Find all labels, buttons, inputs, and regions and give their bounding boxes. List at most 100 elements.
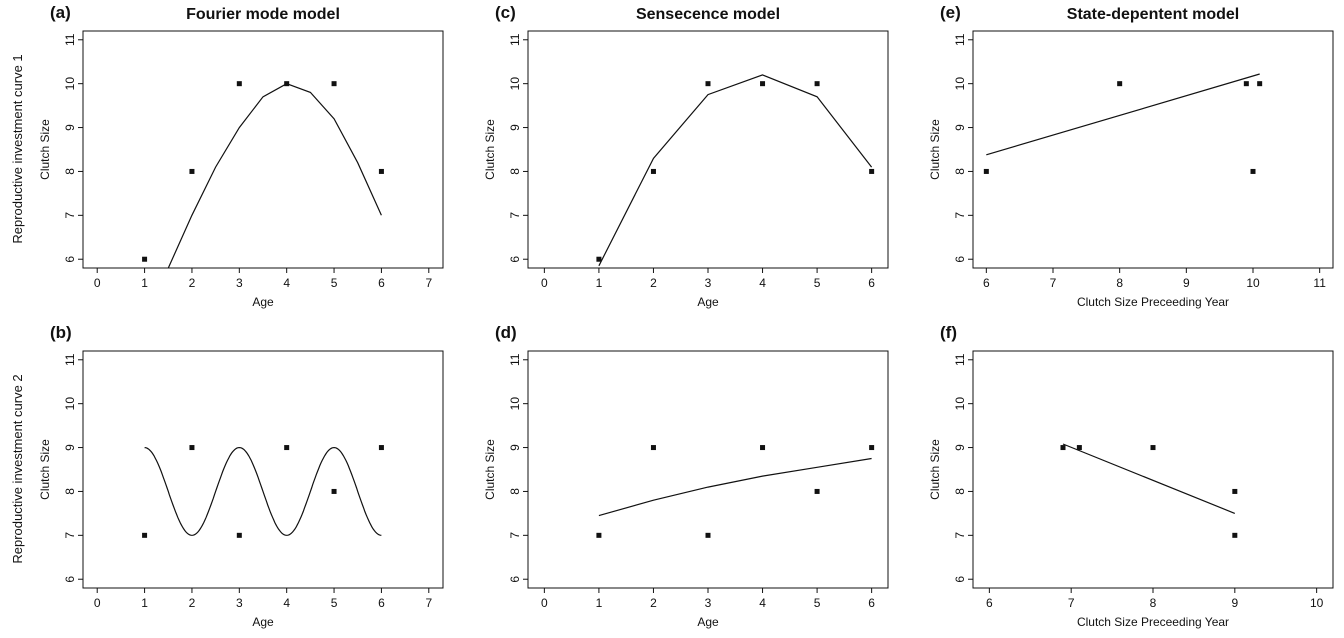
chart-panel: (a) Fourier mode model 0 1 2 3 4 5 6 7 6 7 8 9 10 11 Age… — [38, 3, 444, 309]
x-tick-label: 6 — [983, 276, 990, 290]
y-tick-label: 10 — [63, 397, 77, 411]
data-point — [1257, 81, 1263, 87]
row-label-1: Reproductive investment curve 1 — [10, 54, 25, 243]
data-point — [705, 81, 711, 87]
y-tick-label: 11 — [63, 353, 77, 366]
y-tick-label: 11 — [953, 353, 967, 366]
x-tick-label: 4 — [283, 596, 290, 610]
data-point — [236, 81, 242, 87]
x-tick-label: 7 — [1050, 276, 1057, 290]
x-tick-label: 5 — [331, 276, 338, 290]
y-tick-label: 7 — [953, 212, 967, 219]
y-tick-label: 6 — [508, 256, 522, 263]
x-tick-label: 9 — [1183, 276, 1190, 290]
data-point — [142, 532, 148, 538]
fitted-curve — [598, 457, 872, 517]
data-point — [378, 168, 384, 174]
x-tick-label: 2 — [189, 276, 196, 290]
chart-title: Fourier mode model — [186, 6, 340, 23]
fitted-curve — [598, 74, 873, 267]
x-tick-label: 5 — [331, 596, 338, 610]
panel-letter: (b) — [50, 323, 72, 342]
y-tick-label: 8 — [508, 168, 522, 175]
x-tick-label: 1 — [141, 596, 148, 610]
data-point — [142, 256, 148, 262]
data-point — [1232, 488, 1238, 494]
x-tick-label: 1 — [141, 276, 148, 290]
panel-letter: (a) — [50, 3, 71, 22]
x-tick-label: 2 — [650, 276, 657, 290]
data-point — [1076, 445, 1082, 451]
x-tick-label: 1 — [596, 276, 603, 290]
fitted-curve — [1062, 443, 1236, 514]
data-point — [1243, 81, 1249, 87]
chart-panel: (c) Sensecence model 0 1 2 3 4 5 6 6 7 8 9 10 11 Age Clu… — [483, 3, 889, 309]
panel-letter: (f) — [940, 323, 957, 342]
chart-title: Sensecence model — [636, 6, 780, 23]
row-label-2: Reproductive investment curve 2 — [10, 374, 25, 563]
data-point — [1250, 168, 1256, 174]
x-tick-label: 6 — [378, 596, 385, 610]
data-point — [869, 445, 875, 451]
y-axis-label: Clutch Size — [483, 439, 497, 500]
y-tick-label: 11 — [63, 33, 77, 46]
x-axis-label: Age — [252, 615, 274, 629]
y-tick-label: 7 — [508, 212, 522, 219]
data-point — [814, 81, 820, 87]
x-axis-label: Age — [252, 295, 274, 309]
plot-frame — [972, 350, 1334, 589]
data-point — [596, 256, 602, 262]
y-tick-label: 11 — [508, 353, 522, 366]
x-tick-label: 2 — [650, 596, 657, 610]
fitted-curve — [986, 73, 1260, 156]
data-point — [189, 168, 195, 174]
plot-frame — [527, 350, 889, 589]
panel-letter: (e) — [940, 3, 961, 22]
x-tick-label: 4 — [283, 276, 290, 290]
y-tick-label: 9 — [508, 444, 522, 451]
x-tick-label: 2 — [189, 596, 196, 610]
plot-frame — [527, 30, 889, 269]
y-tick-label: 8 — [63, 488, 77, 495]
x-tick-label: 10 — [1246, 276, 1260, 290]
x-axis-label: Clutch Size Preceeding Year — [1077, 295, 1229, 309]
data-point — [378, 445, 384, 451]
x-tick-label: 0 — [94, 596, 101, 610]
data-point — [1150, 445, 1156, 451]
y-tick-label: 8 — [953, 168, 967, 175]
x-tick-label: 6 — [378, 276, 385, 290]
x-tick-label: 1 — [596, 596, 603, 610]
fitted-curve — [144, 446, 382, 536]
data-point — [814, 488, 820, 494]
chart-title: State-depentent model — [1067, 6, 1239, 23]
x-axis-label: Age — [697, 295, 719, 309]
x-tick-label: 6 — [868, 276, 875, 290]
x-tick-label: 8 — [1116, 276, 1123, 290]
data-point — [284, 81, 290, 87]
data-point — [1232, 532, 1238, 538]
x-tick-label: 5 — [814, 596, 821, 610]
y-tick-label: 6 — [953, 576, 967, 583]
x-tick-label: 8 — [1150, 596, 1157, 610]
x-axis-label: Age — [697, 615, 719, 629]
x-tick-label: 3 — [236, 596, 243, 610]
data-point — [1117, 81, 1123, 87]
y-axis-label: Clutch Size — [38, 119, 52, 180]
x-tick-label: 3 — [705, 276, 712, 290]
x-tick-label: 4 — [759, 596, 766, 610]
y-tick-label: 10 — [508, 397, 522, 411]
data-point — [869, 168, 875, 174]
x-tick-label: 7 — [425, 276, 432, 290]
y-axis-label: Clutch Size — [928, 439, 942, 500]
y-tick-label: 9 — [953, 444, 967, 451]
y-axis-label: Clutch Size — [38, 439, 52, 500]
x-tick-label: 3 — [236, 276, 243, 290]
x-tick-label: 6 — [868, 596, 875, 610]
y-tick-label: 7 — [508, 532, 522, 539]
y-tick-label: 10 — [508, 77, 522, 91]
chart-panel: (e) State-depentent model 6 7 8 9 10 11 6 7 8 9 10 11… — [928, 3, 1334, 309]
x-tick-label: 6 — [986, 596, 993, 610]
data-point — [331, 81, 337, 87]
